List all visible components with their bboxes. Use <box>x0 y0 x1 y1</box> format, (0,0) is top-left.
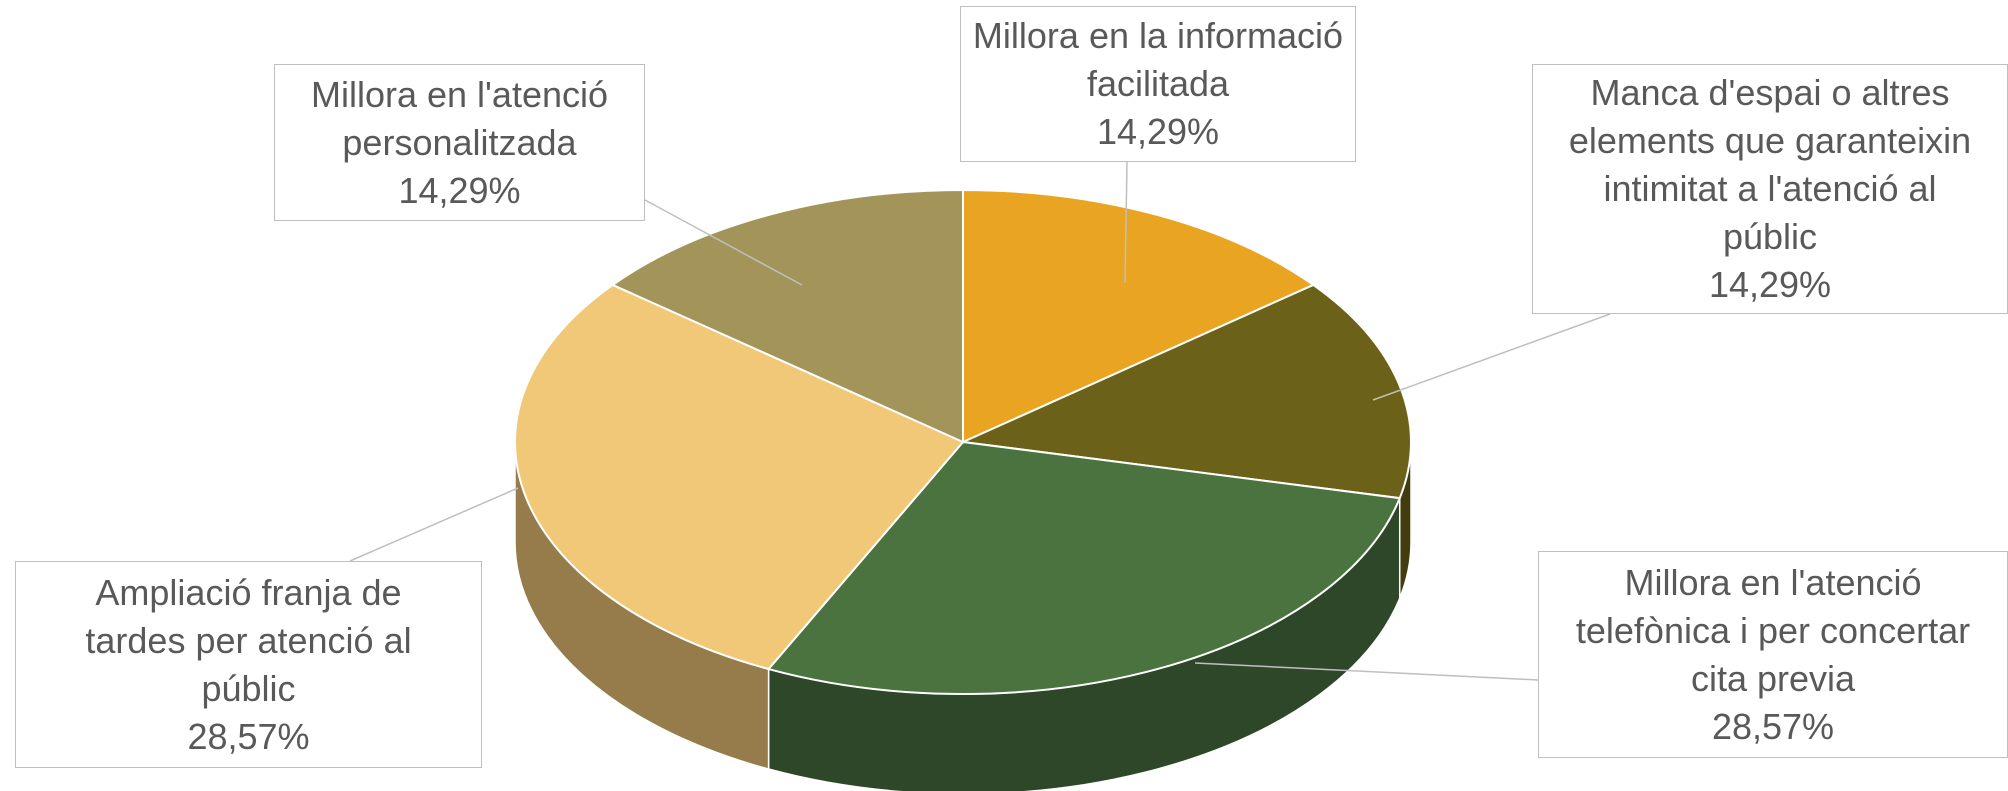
slice-label: Millora en l'atenció personalitzada <box>310 73 609 163</box>
slice <box>962 188 1316 444</box>
label-box: Millora en l'atenció telefònica i per co… <box>1538 551 2008 758</box>
value-label: 14,29% <box>1708 264 1832 305</box>
label-box: Millora en l'atenció personalitzada 14,29… <box>274 64 645 221</box>
slice-label: Millora en la informació facilitada <box>972 15 1344 104</box>
slice <box>766 440 1402 695</box>
slice <box>514 283 965 671</box>
slice <box>610 188 964 444</box>
leader-line <box>1194 662 1539 681</box>
value-label: 28,57% <box>187 715 310 757</box>
leader-line <box>349 487 519 562</box>
slice <box>959 283 1412 500</box>
label-box: Manca d'espai o altres elements que gara… <box>1532 64 2008 314</box>
leader-line <box>1372 313 1611 401</box>
value-label: 14,29% <box>398 169 521 211</box>
value-label: 14,29% <box>1096 111 1220 152</box>
slice-label: Manca d'espai o altres elements que gara… <box>1568 72 1972 257</box>
leader-line <box>1124 161 1128 284</box>
slice-label: Millora en l'atenció telefònica i per co… <box>1575 561 1971 699</box>
label-box: Millora en la informació facilitada 14,29… <box>960 6 1356 162</box>
label-box: Ampliació franja de tardes per atenció a… <box>15 561 482 768</box>
slice-label: Ampliació franja de tardes per atenció a… <box>85 571 412 709</box>
value-label: 28,57% <box>1711 705 1835 747</box>
leader-line <box>644 199 803 286</box>
